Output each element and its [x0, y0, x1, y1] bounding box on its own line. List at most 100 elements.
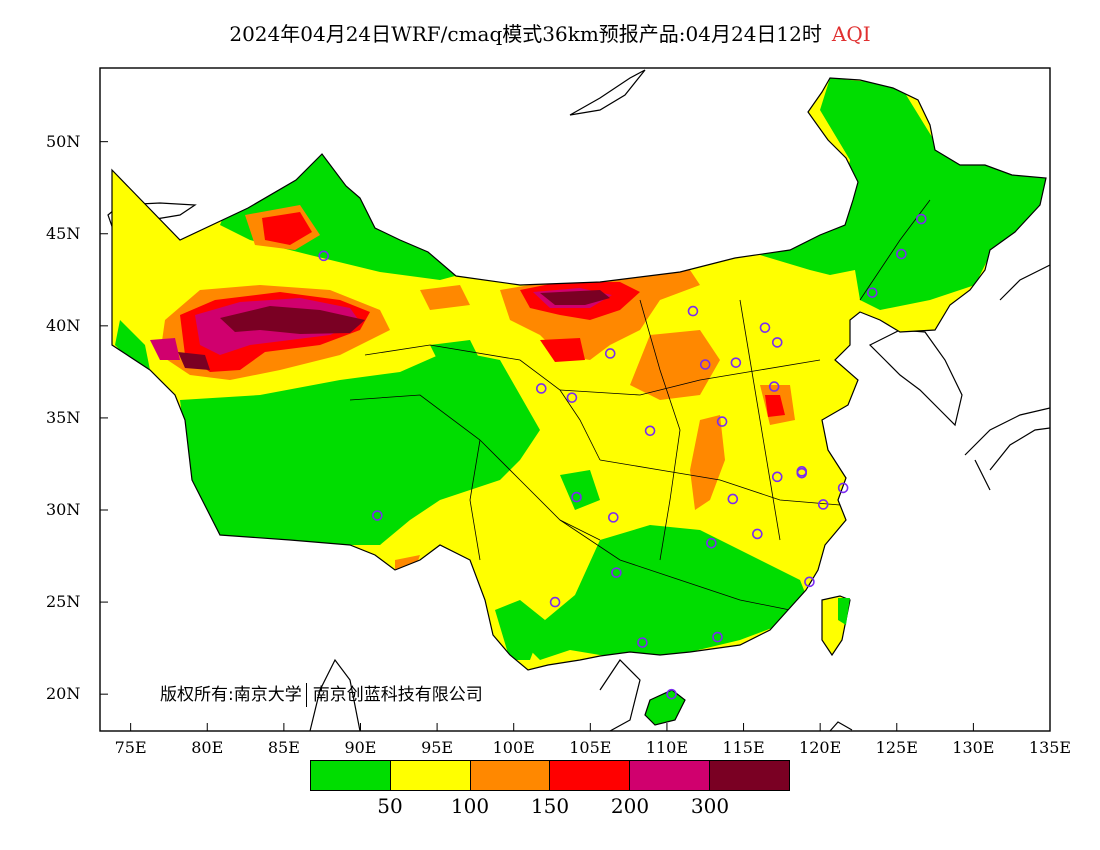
station-marker	[866, 287, 878, 298]
lon-tick-label: 95E	[421, 738, 454, 757]
lat-tick-label: 25N	[46, 592, 81, 612]
lon-tick-label: 110E	[645, 738, 689, 757]
lat-tick-label: 20N	[46, 684, 81, 704]
province-boundary	[349, 394, 601, 541]
province-boundary	[599, 459, 841, 506]
station-marker	[837, 482, 849, 494]
lon-tick-label: 105E	[569, 738, 612, 757]
map-frame	[99, 67, 1051, 732]
aqi-zone-very-unhealthy	[150, 338, 180, 360]
map-area	[107, 69, 1050, 731]
lon-tick-label: 125E	[875, 738, 918, 757]
legend-swatch	[390, 761, 471, 790]
coast-outline	[999, 264, 1050, 301]
copyright-divider	[305, 683, 307, 707]
lat-tick-label: 35N	[46, 407, 81, 427]
aqi-zone-hazardous	[540, 290, 610, 305]
aqi-zone-good	[560, 470, 600, 510]
axis-ticks	[100, 141, 1051, 731]
copyright-prefix: 版权所有:	[160, 685, 234, 705]
station-marker	[817, 499, 829, 510]
station-layer	[318, 213, 927, 700]
province-boundary	[639, 299, 681, 561]
lon-tick-label: 80E	[191, 738, 224, 757]
station-marker	[566, 392, 578, 403]
station-marker	[608, 512, 619, 523]
legend-swatch	[550, 761, 631, 790]
station-marker	[730, 357, 742, 368]
station-marker	[716, 416, 728, 427]
lat-tick-label: 30N	[46, 500, 81, 519]
station-marker	[637, 637, 648, 648]
station-marker	[771, 471, 783, 483]
province-boundary	[739, 299, 781, 541]
station-marker	[549, 596, 561, 608]
lat-tick-label: 40N	[46, 315, 81, 335]
legend-swatch	[470, 761, 551, 790]
province-boundary	[559, 519, 791, 611]
lon-tick-label: 85E	[267, 738, 300, 757]
province-boundary	[559, 359, 821, 396]
aqi-zone-good	[525, 525, 810, 660]
lon-tick-label: 115E	[722, 738, 765, 757]
station-marker	[896, 248, 907, 260]
lon-tick-label: 75E	[114, 738, 147, 757]
lon-tick-label: 100E	[492, 738, 535, 757]
title-text: 2024年04月24日WRF/cmaq模式36km预报产品:04月24日12时	[229, 22, 822, 46]
map-title: 2024年04月24日WRF/cmaq模式36km预报产品:04月24日12时 A…	[0, 18, 1100, 47]
legend-label: 100	[450, 794, 490, 818]
lon-tick-label: 135E	[1028, 738, 1072, 757]
station-marker	[611, 567, 622, 578]
lat-tick-label: 50N	[46, 131, 81, 151]
station-marker	[604, 348, 616, 359]
copyright-notice: 版权所有:南京大学 南京创蓝科技有限公司	[160, 680, 483, 707]
aqi-legend	[310, 760, 790, 791]
title-variable: AQI	[831, 22, 871, 46]
station-marker	[372, 510, 383, 521]
aqi-zone-usg	[630, 330, 720, 400]
province-boundary	[469, 439, 481, 561]
aqi-zone-usg	[420, 285, 470, 310]
coast-outline	[309, 658, 361, 731]
station-marker	[712, 631, 723, 643]
legend-label: 200	[610, 794, 650, 818]
legend-swatch	[311, 761, 391, 790]
aqi-zone-unhealthy	[262, 212, 312, 245]
aqi-zone-good	[180, 350, 540, 545]
aqi-zone-hazardous	[178, 352, 210, 370]
province-boundary	[859, 199, 931, 301]
lon-tick-label: 90E	[344, 738, 377, 757]
aqi-zone-good	[720, 78, 1046, 310]
station-marker	[796, 467, 808, 479]
aqi-zone-good	[115, 320, 170, 395]
station-marker	[699, 359, 711, 370]
province-boundaries	[349, 199, 931, 611]
station-marker	[752, 528, 763, 540]
station-marker	[318, 250, 330, 262]
legend-label: 300	[690, 794, 730, 818]
lon-tick-label: 120E	[799, 738, 842, 757]
lake-outline	[569, 69, 646, 116]
lat-tick-label: 45N	[46, 223, 81, 243]
station-marker	[706, 537, 717, 549]
station-marker	[771, 337, 783, 348]
station-marker	[535, 383, 547, 394]
aqi-zones	[115, 78, 1046, 660]
aqi-zone-unhealthy	[540, 338, 585, 362]
hainan-island	[644, 689, 686, 726]
aqi-zone-good	[495, 600, 545, 660]
china-region	[111, 77, 1047, 726]
province-boundary	[364, 344, 601, 461]
station-marker	[687, 305, 699, 317]
station-marker	[804, 576, 815, 588]
lon-tick-label: 130E	[952, 738, 995, 757]
legend-swatch	[630, 761, 711, 790]
aqi-zone-good	[430, 340, 480, 365]
peninsula-outline	[868, 329, 963, 427]
copyright-owner1: 南京大学	[233, 685, 302, 705]
legend-swatch	[710, 761, 789, 790]
coast-outline	[829, 721, 853, 731]
copyright-owner2: 南京创蓝科技有限公司	[312, 685, 483, 705]
legend-label: 50	[377, 794, 403, 818]
